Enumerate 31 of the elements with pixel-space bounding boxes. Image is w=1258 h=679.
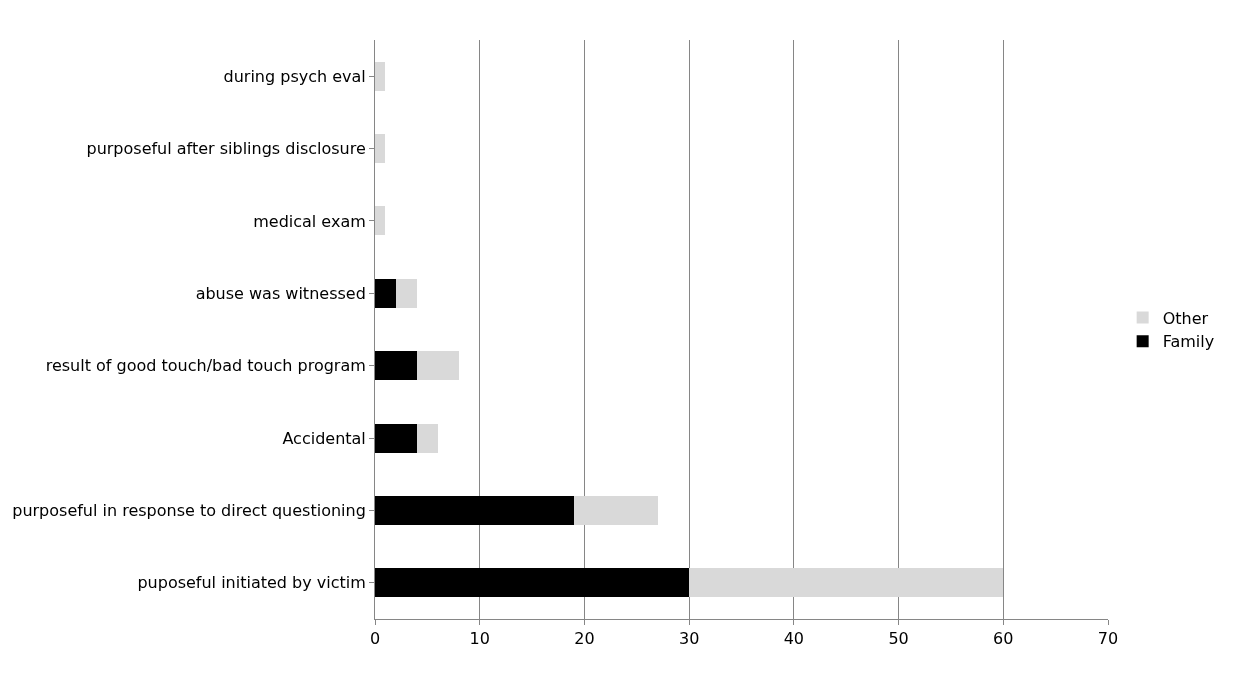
y-tick-label: result of good touch/bad touch program [45, 356, 366, 376]
x-tick-label: 0 [369, 629, 381, 649]
y-tick-label: purposeful in response to direct questioning [12, 501, 366, 521]
bar [375, 351, 417, 381]
bar [375, 61, 386, 91]
y-tick-label: during psych eval [223, 66, 366, 86]
bar [375, 495, 574, 525]
legend-label: Other [1162, 308, 1209, 328]
x-tick-label: 60 [993, 629, 1014, 649]
y-tick-label: medical exam [253, 211, 366, 231]
x-tick-label: 20 [574, 629, 595, 649]
y-tick-label: Accidental [282, 428, 366, 448]
legend-label: Family [1162, 332, 1215, 352]
bar [416, 423, 438, 453]
bar [689, 568, 1004, 598]
x-tick-label: 50 [888, 629, 909, 649]
bar [416, 351, 459, 381]
y-tick-label: purposeful after siblings disclosure [86, 139, 366, 159]
x-tick-label: 30 [678, 629, 700, 649]
bar [375, 423, 417, 453]
bar [375, 134, 386, 164]
bar [395, 278, 417, 308]
bar [375, 568, 690, 598]
bar [375, 206, 386, 236]
x-tick-label: 10 [469, 629, 490, 649]
bar [375, 278, 396, 308]
x-tick-label: 40 [783, 629, 805, 649]
bar [573, 495, 658, 525]
y-tick-label: abuse was witnessed [195, 283, 366, 303]
x-tick-label: 70 [1097, 629, 1119, 649]
y-tick-label: puposeful initiated by victim [137, 573, 366, 593]
